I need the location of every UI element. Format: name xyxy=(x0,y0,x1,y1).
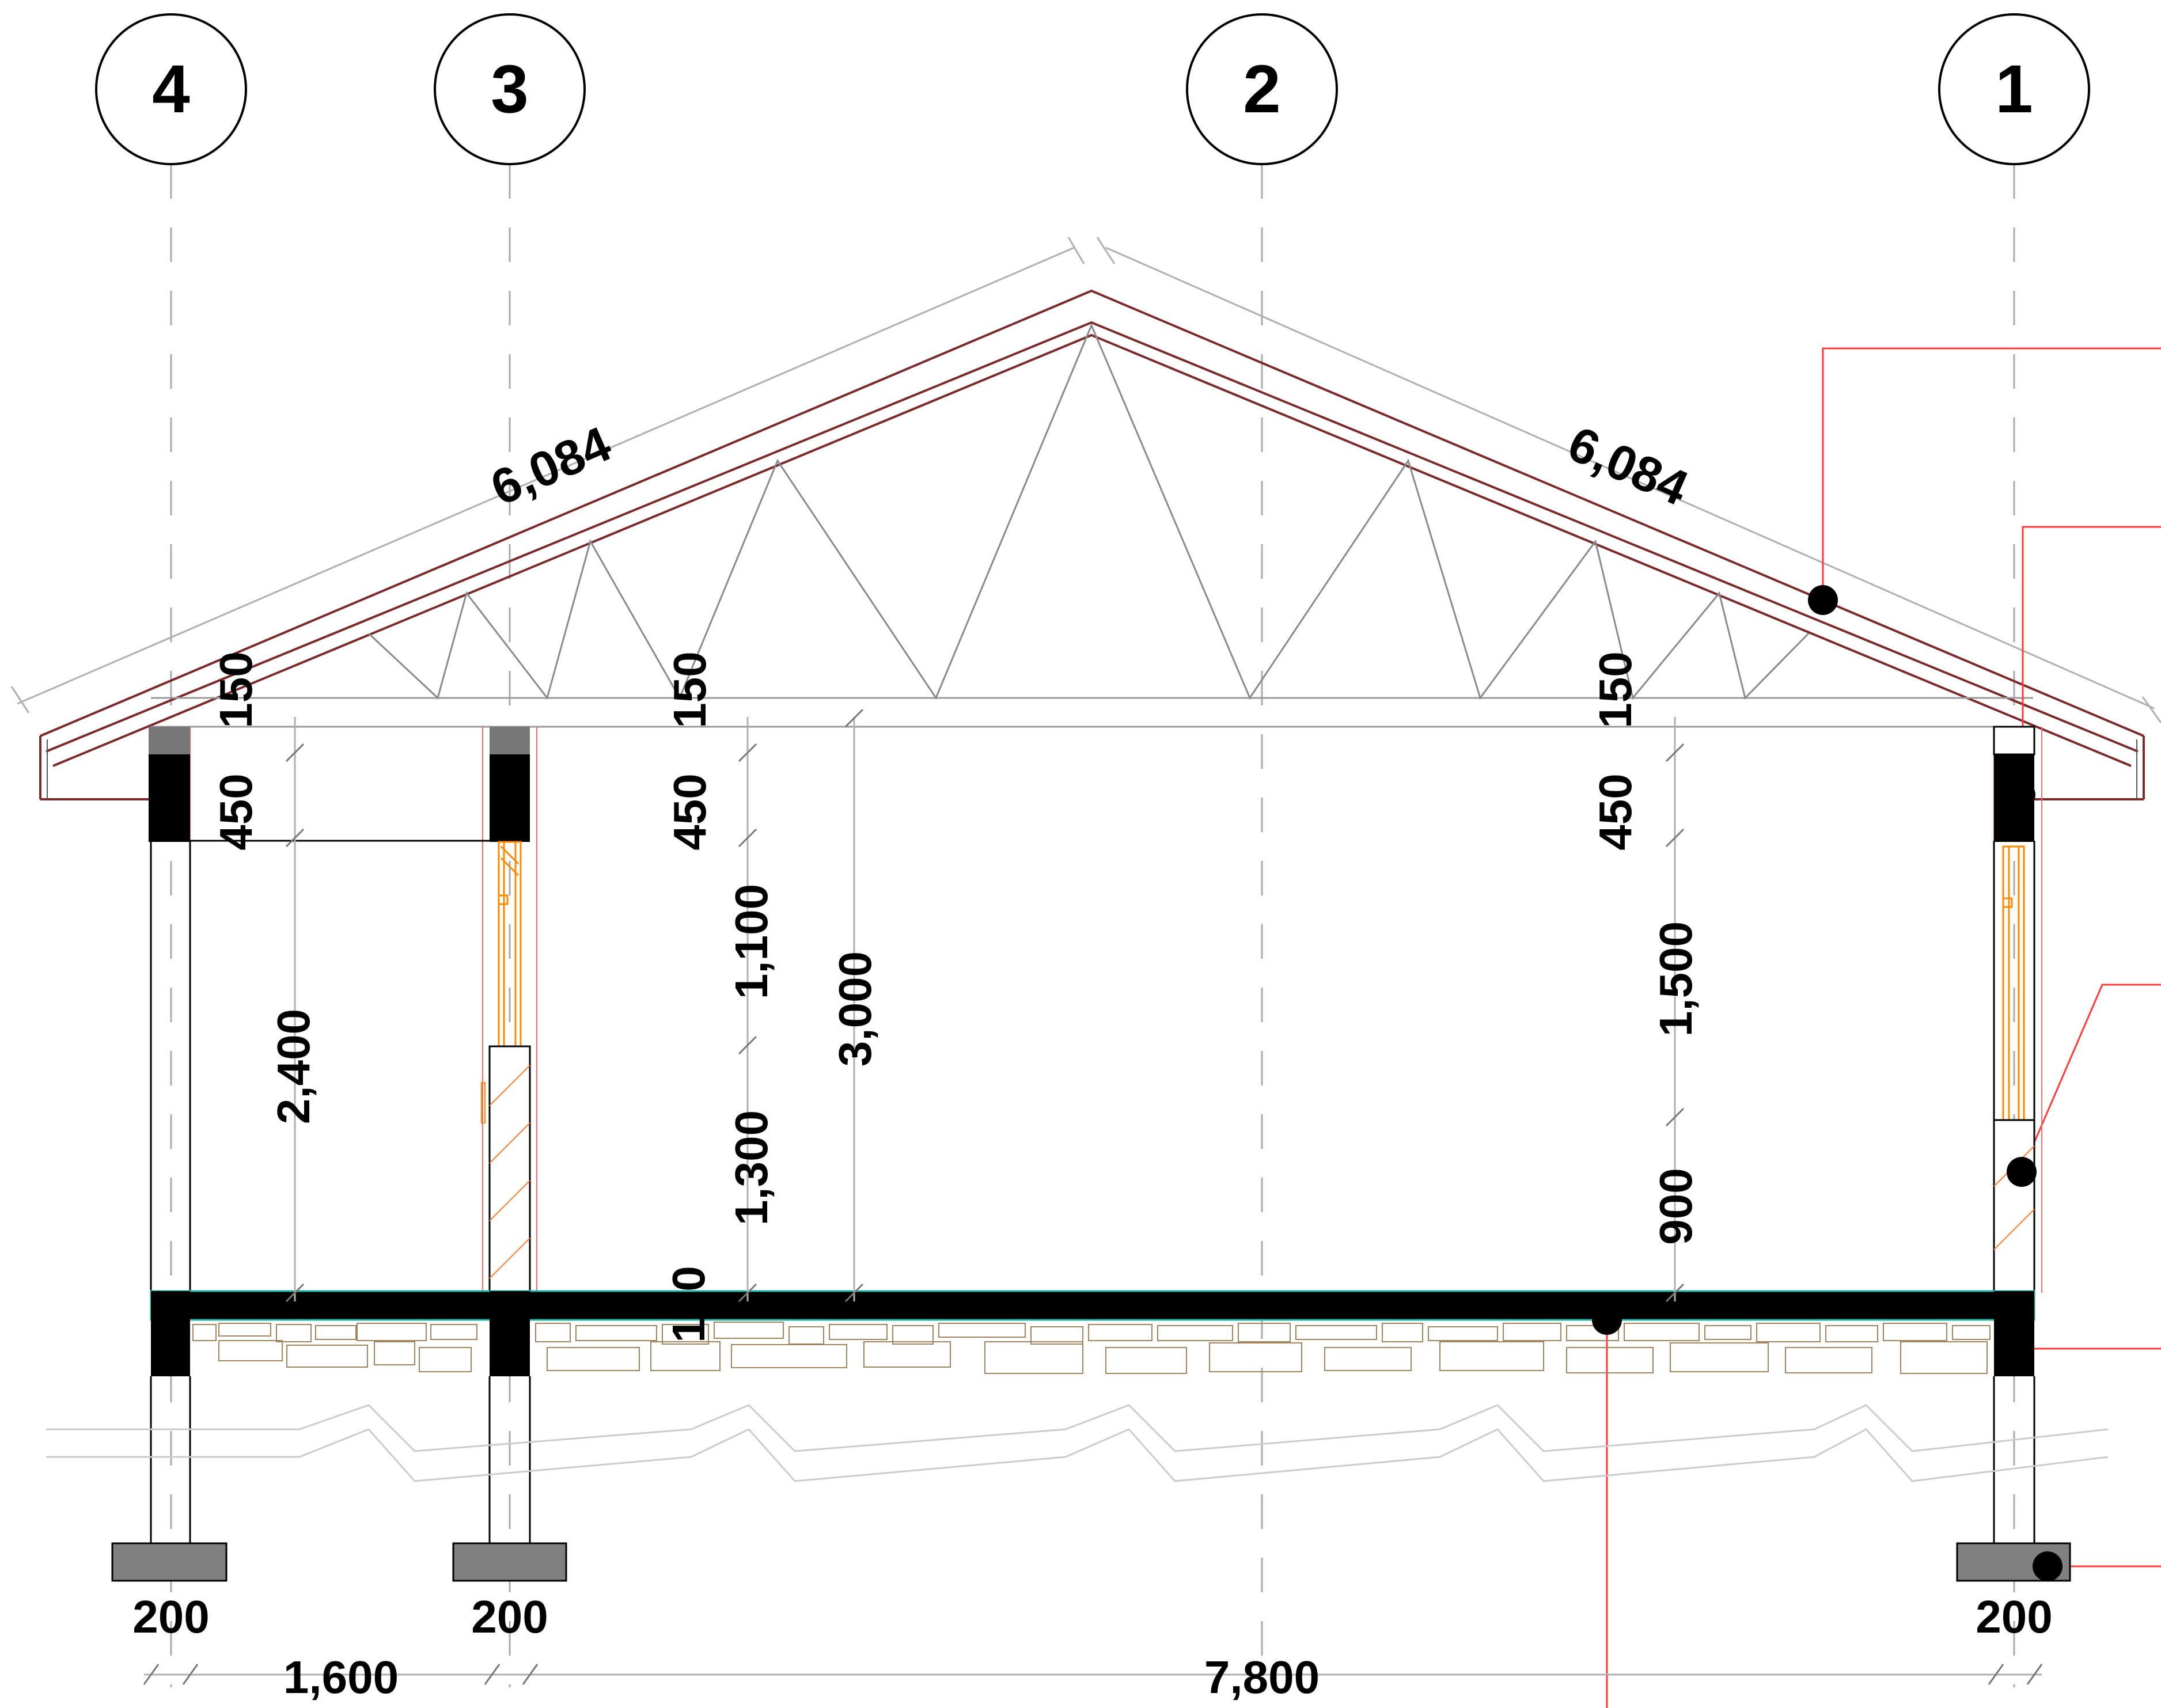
dim-sill-right: 900 xyxy=(1650,1168,1701,1244)
grid-bubbles: 4 3 2 1 xyxy=(95,13,2090,165)
dim-wall-left: 2,400 xyxy=(268,1009,319,1124)
grid-label-2: 2 xyxy=(1243,51,1281,127)
dim-eave-mid-top: 150 xyxy=(664,651,715,728)
leader-lines xyxy=(1606,347,2161,1708)
walls xyxy=(149,726,2042,1294)
sill-wall-axis-1 xyxy=(1993,1119,2035,1294)
foundations xyxy=(46,1376,2109,1582)
grid-lines xyxy=(170,164,2015,1687)
dim-rafter-right: 6,084 xyxy=(1560,416,1696,516)
dim-eave-mid-beam: 450 xyxy=(664,773,715,850)
dim-wall-thickness-3: 200 xyxy=(471,1591,548,1642)
dim-eave-right-beam: 450 xyxy=(1590,773,1641,850)
truss-bottom-chord xyxy=(151,697,2033,728)
dim-span-4-3: 1,600 xyxy=(283,1652,399,1703)
ground-break-lines xyxy=(46,1404,2109,1482)
footing-axis-4 xyxy=(111,1542,228,1582)
dim-window-mid: 1,100 xyxy=(726,884,777,999)
marker-wall xyxy=(2007,1157,2037,1187)
dim-wall-thickness-1: 200 xyxy=(1976,1591,2052,1642)
grid-bubble-2: 2 xyxy=(1186,13,1338,165)
dimension-labels: 6,084 6,084 150 450 2,400 150 450 1,100 … xyxy=(132,416,2052,1703)
dimension-lines xyxy=(144,717,2042,1676)
dim-sill-mid: 1,300 xyxy=(726,1110,777,1225)
grid-label-4: 4 xyxy=(152,51,190,127)
dim-eave-left-top: 150 xyxy=(210,651,261,728)
roof-rafters xyxy=(39,289,2145,800)
grid-bubble-4: 4 xyxy=(95,13,247,165)
dimension-ticks xyxy=(143,708,2043,1685)
dim-span-3-1: 7,800 xyxy=(1204,1652,1320,1703)
grid-bubble-3: 3 xyxy=(434,13,586,165)
marker-beam xyxy=(2010,782,2035,807)
marker-roof xyxy=(1808,585,1838,615)
truss-webs xyxy=(367,323,1810,700)
dim-eave-right-top: 150 xyxy=(1590,651,1641,728)
dim-wall-thickness-4: 200 xyxy=(132,1591,209,1642)
grid-bubble-1: 1 xyxy=(1938,13,2090,165)
sill-wall-axis-3 xyxy=(488,1045,531,1294)
stone-infill xyxy=(192,1322,1991,1374)
floor-slab xyxy=(150,1290,2035,1376)
reference-markers xyxy=(1592,585,2063,1581)
dim-eave-left-beam: 450 xyxy=(210,773,261,850)
marker-floor xyxy=(1592,1305,1622,1335)
dim-rafter-left: 6,084 xyxy=(483,416,619,516)
marker-footing xyxy=(2033,1551,2063,1581)
dim-window-right: 1,500 xyxy=(1650,921,1701,1037)
rafter-dimension-lines xyxy=(10,237,2161,723)
grid-label-3: 3 xyxy=(491,51,529,127)
dim-room-height: 3,000 xyxy=(829,951,881,1066)
footing-axis-3 xyxy=(452,1542,567,1582)
dim-floor-mid: 100 xyxy=(663,1266,714,1342)
roof xyxy=(10,237,2161,800)
grid-label-1: 1 xyxy=(1995,51,2033,127)
